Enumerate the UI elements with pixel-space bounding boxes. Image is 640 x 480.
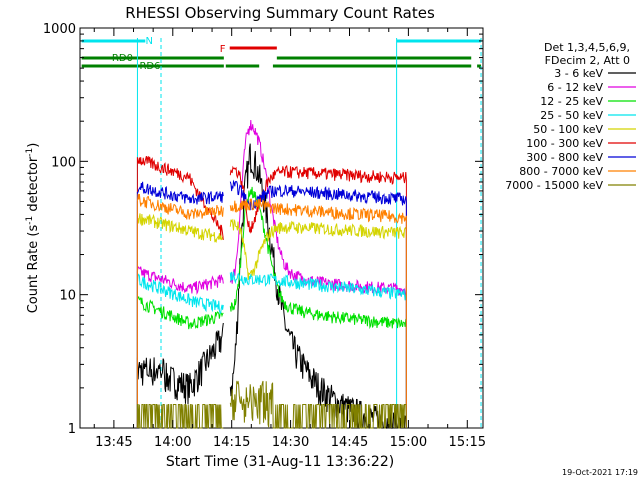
series-line-25-to-50kev: [136, 271, 407, 428]
y-tick-label: 1000: [43, 22, 76, 37]
legend-label: 300 - 800 keV: [526, 151, 603, 164]
y-tick-label: 10: [59, 289, 76, 304]
x-tick-label: 14:30: [272, 435, 309, 450]
x-axis-label: Start Time (31-Aug-11 13:36:22): [166, 454, 394, 470]
legend-label: 6 - 12 keV: [547, 81, 603, 94]
legend-label: 800 - 7000 keV: [519, 165, 603, 178]
legend-label: 100 - 300 keV: [526, 137, 603, 150]
x-tick-label: 14:15: [213, 435, 250, 450]
x-tick-label: 14:00: [154, 435, 191, 450]
x-axis-ticks: 13:45 14:00 14:15 14:30 14:45 15:00 15:15: [93, 28, 486, 450]
y-axis-label-part: ): [26, 143, 41, 148]
legend-title: Det 1,3,4,5,6,9,: [544, 41, 630, 54]
legend-title: FDecim 2, Att 0: [545, 54, 630, 67]
legend-label: 12 - 25 keV: [540, 95, 603, 108]
y-tick-label: 100: [51, 155, 76, 170]
y-tick-label: 1: [68, 422, 76, 437]
legend-label: 3 - 6 keV: [554, 67, 603, 80]
series-lines: [136, 119, 407, 430]
chart-title: RHESSI Observing Summary Count Rates: [125, 4, 435, 22]
x-tick-label: 13:45: [95, 435, 132, 450]
plot-frame: [79, 27, 484, 429]
x-tick-label: 15:15: [449, 435, 486, 450]
flag-label-rd0: RD0: [112, 53, 133, 64]
x-tick-label: 14:45: [331, 435, 368, 450]
series-line-7000-to-15000kev: [136, 380, 407, 429]
series-line-800-to-7000kev: [136, 193, 407, 428]
legend-label: 50 - 100 keV: [533, 123, 603, 136]
flag-label-f: F: [220, 44, 226, 55]
legend-label: 25 - 50 keV: [540, 109, 603, 122]
y-axis-label-part: detector: [26, 156, 41, 216]
flag-label-rd6: RD6: [139, 61, 160, 72]
y-axis-label-exp: -1: [25, 216, 35, 225]
series-line-50-to-100kev: [136, 213, 407, 428]
series-line-12-to-25kev: [136, 186, 407, 428]
y-axis-label-exp: -1: [25, 148, 35, 157]
y-axis-ticks: 1 10 100 1000: [43, 22, 483, 437]
footer-date: 19-Oct-2021 17:19: [562, 468, 638, 477]
legend-label: 7000 - 15000 keV: [505, 179, 603, 192]
y-axis-label-part: Count Rate (s: [26, 225, 41, 314]
series-line-300-to-800kev: [136, 179, 407, 428]
legend: Det 1,3,4,5,6,9,FDecim 2, Att 03 - 6 keV…: [505, 41, 636, 192]
y-axis-label: Count Rate (s-1 detector-1): [25, 143, 41, 314]
flag-label-n: N: [145, 36, 152, 47]
x-tick-label: 15:00: [390, 435, 427, 450]
